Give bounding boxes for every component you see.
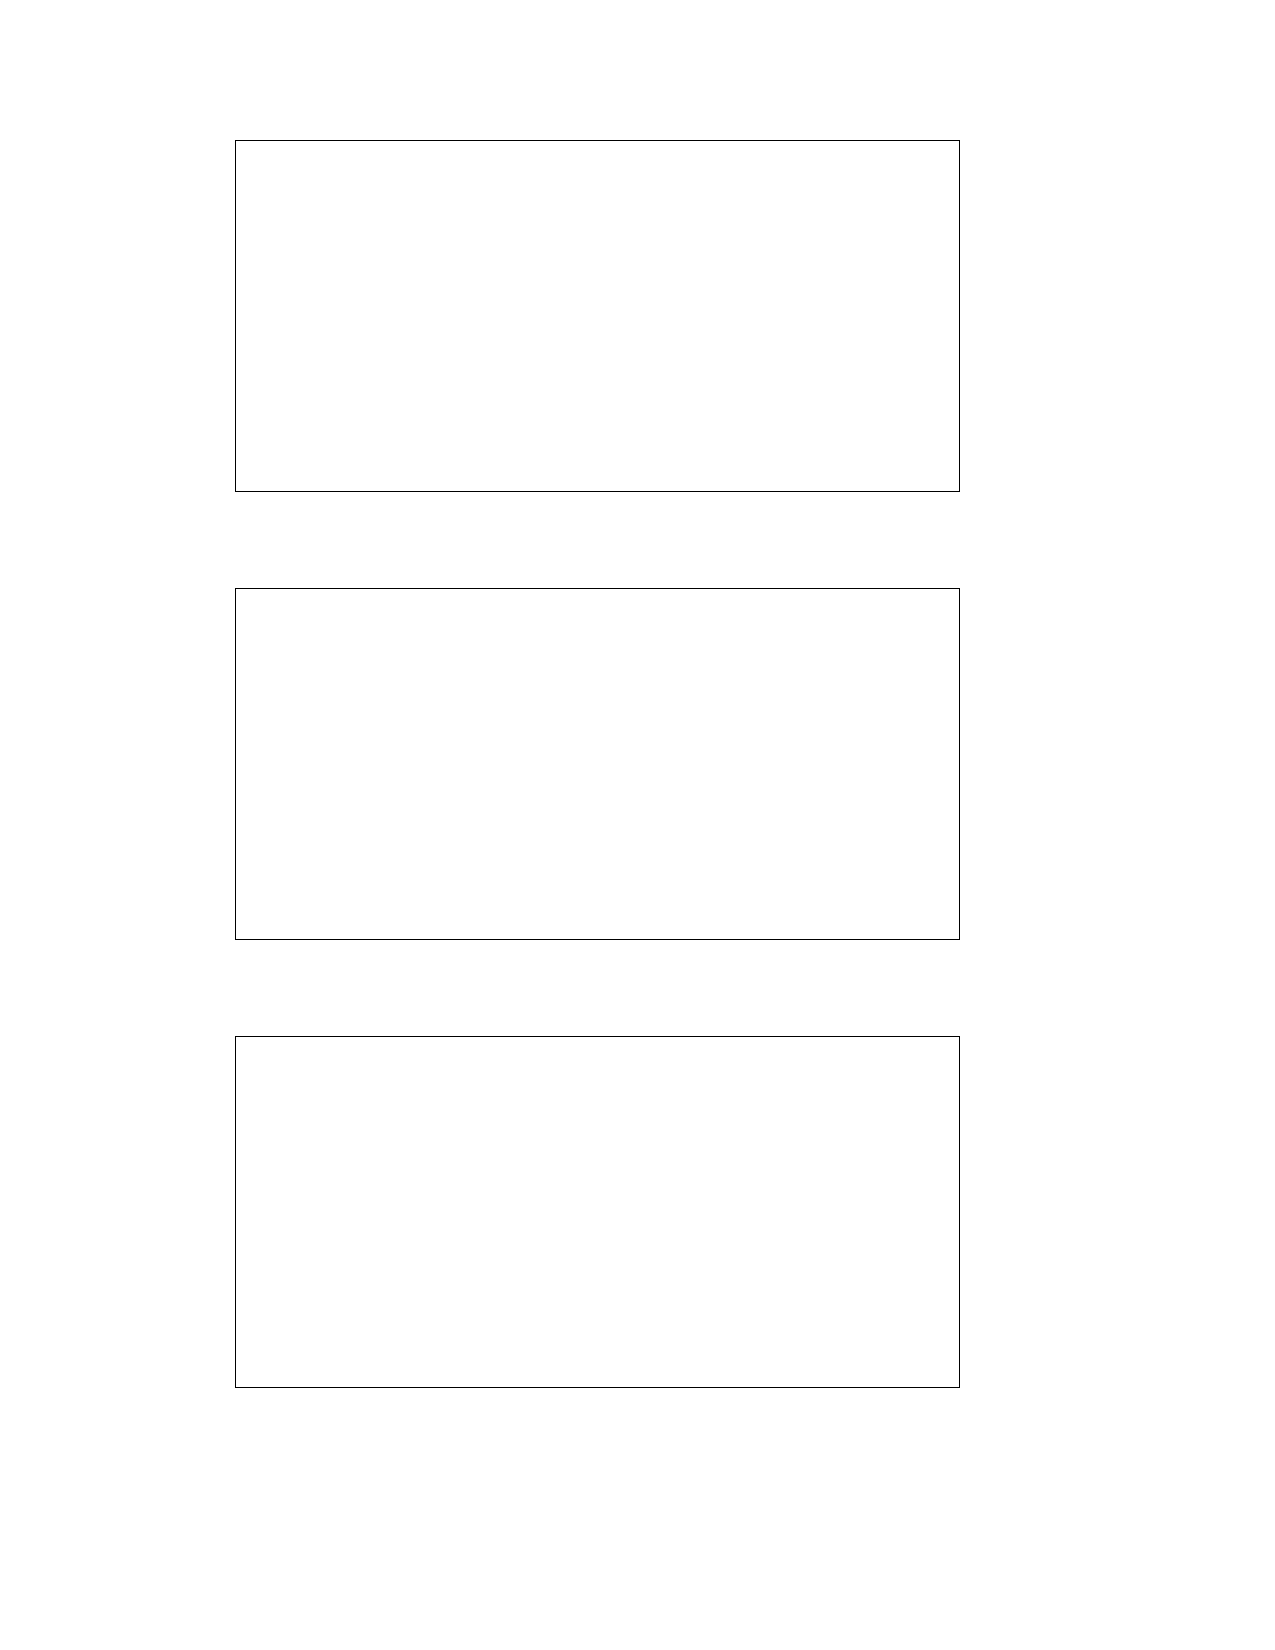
map-raster [236, 1037, 959, 1387]
panel-header [235, 560, 960, 588]
stats-difference [1008, 1006, 1154, 1206]
stats-model [1008, 110, 1154, 310]
panel-header [235, 1008, 960, 1036]
x-axis [235, 492, 960, 518]
panel-observation [235, 560, 960, 966]
map-raster [236, 589, 959, 939]
x-axis [235, 940, 960, 966]
map-plot-difference[interactable] [235, 1036, 960, 1388]
map-plot-observation[interactable] [235, 588, 960, 940]
map-plot-model[interactable] [235, 140, 960, 492]
stats-observation [1008, 558, 1154, 758]
panel-header [235, 112, 960, 140]
panel-difference [235, 1008, 960, 1414]
map-raster [236, 141, 959, 491]
x-axis [235, 1388, 960, 1414]
panel-model [235, 112, 960, 518]
